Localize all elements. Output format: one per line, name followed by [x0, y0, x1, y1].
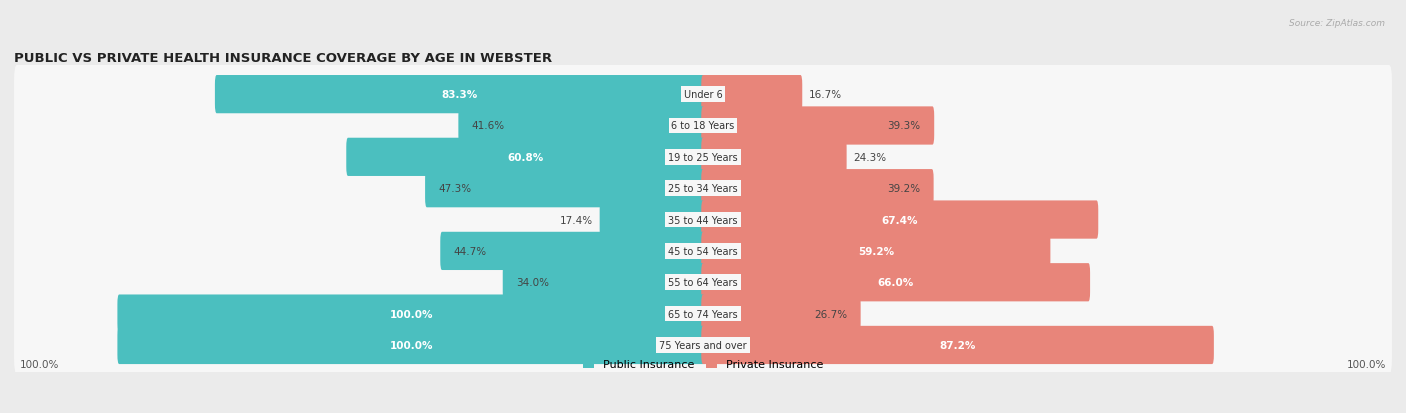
Text: 100.0%: 100.0% [389, 309, 433, 319]
FancyBboxPatch shape [14, 128, 1392, 187]
Text: 83.3%: 83.3% [441, 90, 478, 100]
FancyBboxPatch shape [346, 138, 704, 176]
Text: 66.0%: 66.0% [877, 278, 914, 287]
Text: 25 to 34 Years: 25 to 34 Years [668, 184, 738, 194]
Text: 19 to 25 Years: 19 to 25 Years [668, 152, 738, 162]
FancyBboxPatch shape [702, 326, 1213, 364]
Text: 47.3%: 47.3% [439, 184, 471, 194]
FancyBboxPatch shape [215, 76, 704, 114]
Text: 59.2%: 59.2% [858, 246, 894, 256]
FancyBboxPatch shape [702, 295, 860, 333]
Text: 100.0%: 100.0% [20, 360, 59, 370]
Text: 60.8%: 60.8% [508, 152, 544, 162]
FancyBboxPatch shape [14, 222, 1392, 280]
Text: 26.7%: 26.7% [814, 309, 848, 319]
FancyBboxPatch shape [14, 254, 1392, 312]
FancyBboxPatch shape [458, 107, 704, 145]
FancyBboxPatch shape [14, 97, 1392, 155]
Text: 39.2%: 39.2% [887, 184, 920, 194]
Text: 35 to 44 Years: 35 to 44 Years [668, 215, 738, 225]
Text: 100.0%: 100.0% [389, 340, 433, 350]
Text: 67.4%: 67.4% [882, 215, 918, 225]
Text: 17.4%: 17.4% [560, 215, 593, 225]
Text: 34.0%: 34.0% [516, 278, 550, 287]
FancyBboxPatch shape [702, 170, 934, 208]
Text: 41.6%: 41.6% [472, 121, 505, 131]
FancyBboxPatch shape [702, 138, 846, 176]
FancyBboxPatch shape [14, 285, 1392, 343]
FancyBboxPatch shape [117, 295, 704, 333]
Text: 24.3%: 24.3% [853, 152, 887, 162]
Text: 65 to 74 Years: 65 to 74 Years [668, 309, 738, 319]
Text: 100.0%: 100.0% [1347, 360, 1386, 370]
Text: Source: ZipAtlas.com: Source: ZipAtlas.com [1289, 19, 1385, 28]
FancyBboxPatch shape [14, 316, 1392, 374]
Text: 55 to 64 Years: 55 to 64 Years [668, 278, 738, 287]
FancyBboxPatch shape [117, 326, 704, 364]
FancyBboxPatch shape [14, 191, 1392, 249]
FancyBboxPatch shape [503, 263, 704, 301]
FancyBboxPatch shape [702, 201, 1098, 239]
Legend: Public Insurance, Private Insurance: Public Insurance, Private Insurance [583, 359, 823, 369]
Text: 87.2%: 87.2% [939, 340, 976, 350]
FancyBboxPatch shape [702, 107, 934, 145]
Text: 45 to 54 Years: 45 to 54 Years [668, 246, 738, 256]
FancyBboxPatch shape [425, 170, 704, 208]
FancyBboxPatch shape [14, 160, 1392, 218]
Text: Under 6: Under 6 [683, 90, 723, 100]
FancyBboxPatch shape [702, 76, 803, 114]
FancyBboxPatch shape [599, 201, 704, 239]
Text: 44.7%: 44.7% [454, 246, 486, 256]
Text: PUBLIC VS PRIVATE HEALTH INSURANCE COVERAGE BY AGE IN WEBSTER: PUBLIC VS PRIVATE HEALTH INSURANCE COVER… [14, 52, 553, 65]
Text: 6 to 18 Years: 6 to 18 Years [672, 121, 734, 131]
FancyBboxPatch shape [702, 263, 1090, 301]
Text: 39.3%: 39.3% [887, 121, 921, 131]
FancyBboxPatch shape [440, 232, 704, 271]
Text: 75 Years and over: 75 Years and over [659, 340, 747, 350]
FancyBboxPatch shape [702, 232, 1050, 271]
FancyBboxPatch shape [14, 66, 1392, 124]
Text: 16.7%: 16.7% [810, 90, 842, 100]
